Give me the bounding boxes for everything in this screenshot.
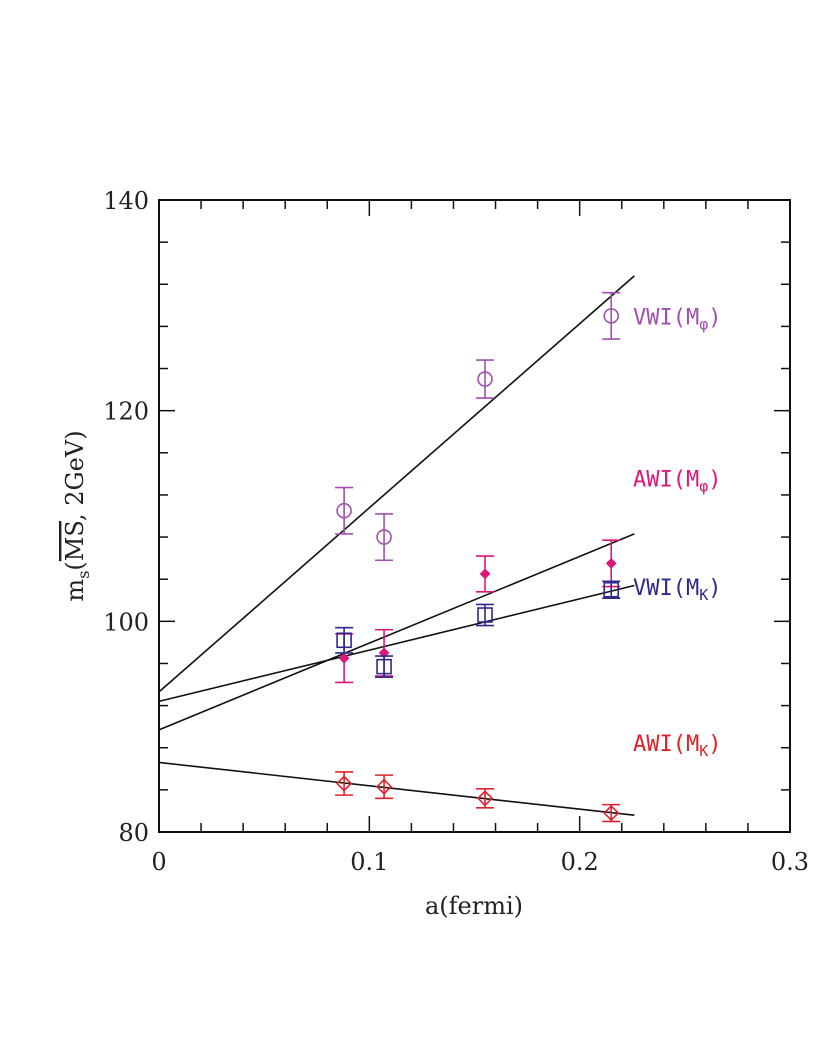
data-point: [476, 603, 495, 627]
marker-circle: [603, 308, 620, 324]
series-label: AWI(Mφ): [633, 468, 722, 496]
data-point: [375, 774, 394, 800]
data-point: [476, 788, 495, 809]
y-tick-label: 140: [103, 187, 149, 215]
fit-lines-layer: [158, 275, 635, 816]
data-point: [602, 803, 621, 823]
marker-square: [603, 581, 620, 598]
ticks-layer: 0 0.1 0.2 0.3 80 100 120 140: [103, 187, 809, 876]
svg-text:ms(MS, 2GeV): ms(MS, 2GeV): [61, 430, 93, 601]
marker-dot: [479, 568, 491, 580]
series-labels-layer: VWI(Mφ) AWI(Mφ) VWI(MK) AWI(MK): [633, 305, 722, 760]
x-axis-title: a(fermi): [425, 892, 523, 920]
y-axis-title-rest: , 2GeV): [61, 430, 89, 521]
y-tick-label: 120: [103, 398, 149, 426]
marker-circle: [477, 371, 493, 387]
data-point: [476, 555, 495, 593]
x-tick-label: 0.3: [771, 848, 809, 876]
x-tick-label: 0.2: [561, 848, 599, 876]
fit-line: [158, 275, 635, 693]
marker-dot: [338, 652, 350, 664]
data-point: [375, 655, 394, 678]
fit-line: [158, 584, 635, 703]
data-point: [476, 359, 495, 399]
plot-frame: [158, 199, 791, 833]
marker-diamond: [603, 804, 620, 822]
fit-line: [158, 533, 635, 731]
marker-circle: [376, 529, 392, 545]
x-tick-label: 0: [151, 848, 166, 876]
data-point: [335, 626, 354, 654]
marker-diamond: [375, 778, 393, 795]
marker-circle: [336, 502, 352, 519]
data-point: [602, 291, 621, 340]
fit-line: [158, 761, 635, 816]
data-point: [602, 580, 621, 599]
y-axis-title-scheme: MS: [61, 521, 89, 561]
data-point: [375, 513, 394, 562]
marker-diamond: [476, 790, 494, 807]
marker-square: [336, 632, 352, 649]
x-tick-label: 0.1: [350, 848, 388, 876]
marker-square: [477, 607, 493, 623]
y-axis-title-sub: s: [74, 571, 93, 579]
marker-square: [376, 658, 392, 675]
series-label: VWI(Mφ): [633, 305, 722, 333]
series-label: AWI(MK): [633, 732, 722, 760]
data-point: [335, 486, 354, 535]
marker-dot: [605, 558, 617, 569]
marker-diamond: [335, 775, 353, 792]
data-points-layer: [335, 291, 621, 823]
series-label: VWI(MK): [633, 576, 722, 604]
y-axis-title: ms(MS, 2GeV): [61, 430, 93, 601]
data-point: [602, 539, 621, 588]
data-point: [335, 771, 354, 796]
y-tick-label: 80: [118, 819, 149, 847]
marker-dot: [378, 647, 390, 659]
y-axis-title-main: m: [61, 579, 89, 602]
y-tick-label: 100: [103, 608, 149, 636]
